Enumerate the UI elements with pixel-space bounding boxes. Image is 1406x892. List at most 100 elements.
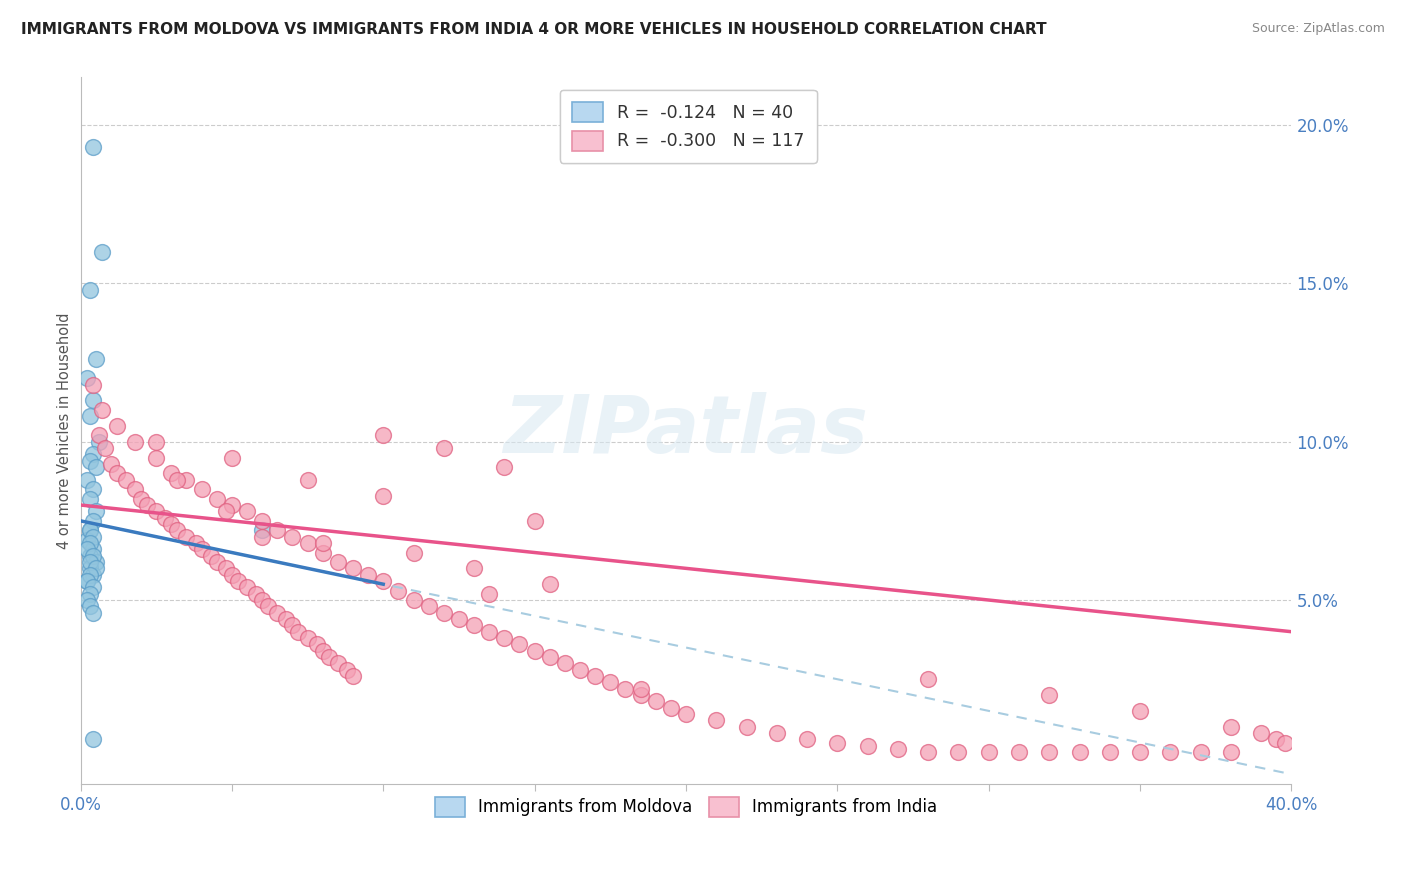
Legend: Immigrants from Moldova, Immigrants from India: Immigrants from Moldova, Immigrants from… bbox=[426, 789, 946, 825]
Point bbox=[494, 631, 516, 645]
Point bbox=[115, 473, 138, 487]
Point bbox=[297, 536, 319, 550]
Point bbox=[82, 567, 104, 582]
Point bbox=[827, 735, 849, 749]
Point bbox=[84, 460, 107, 475]
Point bbox=[190, 482, 212, 496]
Point bbox=[523, 643, 546, 657]
Point bbox=[221, 450, 243, 465]
Point bbox=[402, 545, 425, 559]
Point bbox=[176, 530, 198, 544]
Point bbox=[387, 583, 409, 598]
Point bbox=[1038, 745, 1060, 759]
Point bbox=[357, 567, 380, 582]
Point bbox=[917, 745, 939, 759]
Point bbox=[250, 524, 273, 538]
Point bbox=[569, 663, 592, 677]
Point bbox=[796, 732, 818, 747]
Point bbox=[630, 688, 652, 702]
Point bbox=[79, 555, 101, 569]
Point bbox=[145, 450, 167, 465]
Point bbox=[336, 663, 359, 677]
Y-axis label: 4 or more Vehicles in Household: 4 or more Vehicles in Household bbox=[58, 312, 72, 549]
Point bbox=[326, 657, 349, 671]
Point bbox=[76, 542, 98, 557]
Point bbox=[215, 561, 238, 575]
Point bbox=[84, 561, 107, 575]
Point bbox=[418, 599, 440, 614]
Point bbox=[82, 549, 104, 563]
Point bbox=[614, 681, 637, 696]
Point bbox=[87, 428, 110, 442]
Point bbox=[79, 524, 101, 538]
Point bbox=[538, 577, 561, 591]
Point bbox=[312, 643, 335, 657]
Point bbox=[145, 504, 167, 518]
Point bbox=[76, 593, 98, 607]
Point bbox=[82, 140, 104, 154]
Point bbox=[554, 657, 576, 671]
Point bbox=[659, 700, 682, 714]
Point bbox=[176, 473, 198, 487]
Point bbox=[82, 482, 104, 496]
Point bbox=[82, 580, 104, 594]
Point bbox=[79, 524, 101, 538]
Point bbox=[145, 434, 167, 449]
Point bbox=[124, 482, 146, 496]
Point bbox=[79, 587, 101, 601]
Point bbox=[124, 434, 146, 449]
Point bbox=[245, 587, 267, 601]
Text: ZIPatlas: ZIPatlas bbox=[503, 392, 869, 469]
Point bbox=[90, 244, 112, 259]
Point bbox=[76, 574, 98, 588]
Point bbox=[155, 510, 177, 524]
Point bbox=[856, 739, 879, 753]
Point bbox=[1265, 732, 1288, 747]
Point bbox=[79, 491, 101, 506]
Point bbox=[433, 606, 456, 620]
Point bbox=[977, 745, 1000, 759]
Point bbox=[1008, 745, 1031, 759]
Point bbox=[305, 637, 328, 651]
Point bbox=[583, 669, 606, 683]
Point bbox=[166, 473, 188, 487]
Point bbox=[236, 504, 259, 518]
Point bbox=[494, 460, 516, 475]
Point bbox=[1219, 745, 1241, 759]
Point bbox=[166, 524, 188, 538]
Point bbox=[463, 561, 485, 575]
Point bbox=[215, 504, 238, 518]
Point bbox=[1250, 726, 1272, 740]
Point bbox=[236, 580, 259, 594]
Point bbox=[765, 726, 787, 740]
Point bbox=[318, 650, 340, 665]
Point bbox=[644, 694, 666, 708]
Point bbox=[76, 371, 98, 385]
Point bbox=[342, 669, 364, 683]
Point bbox=[226, 574, 249, 588]
Point bbox=[82, 377, 104, 392]
Point bbox=[297, 473, 319, 487]
Point bbox=[523, 514, 546, 528]
Point bbox=[373, 428, 395, 442]
Text: IMMIGRANTS FROM MOLDOVA VS IMMIGRANTS FROM INDIA 4 OR MORE VEHICLES IN HOUSEHOLD: IMMIGRANTS FROM MOLDOVA VS IMMIGRANTS FR… bbox=[21, 22, 1046, 37]
Point bbox=[1274, 735, 1296, 749]
Point bbox=[1069, 745, 1091, 759]
Point bbox=[342, 561, 364, 575]
Point bbox=[326, 555, 349, 569]
Point bbox=[79, 453, 101, 467]
Point bbox=[1129, 704, 1152, 718]
Point bbox=[266, 524, 288, 538]
Point bbox=[297, 631, 319, 645]
Point bbox=[250, 593, 273, 607]
Point bbox=[433, 441, 456, 455]
Point bbox=[87, 434, 110, 449]
Point bbox=[257, 599, 280, 614]
Point bbox=[478, 624, 501, 639]
Point bbox=[82, 606, 104, 620]
Point bbox=[93, 441, 115, 455]
Point bbox=[1129, 745, 1152, 759]
Point bbox=[82, 393, 104, 408]
Text: Source: ZipAtlas.com: Source: ZipAtlas.com bbox=[1251, 22, 1385, 36]
Point bbox=[90, 403, 112, 417]
